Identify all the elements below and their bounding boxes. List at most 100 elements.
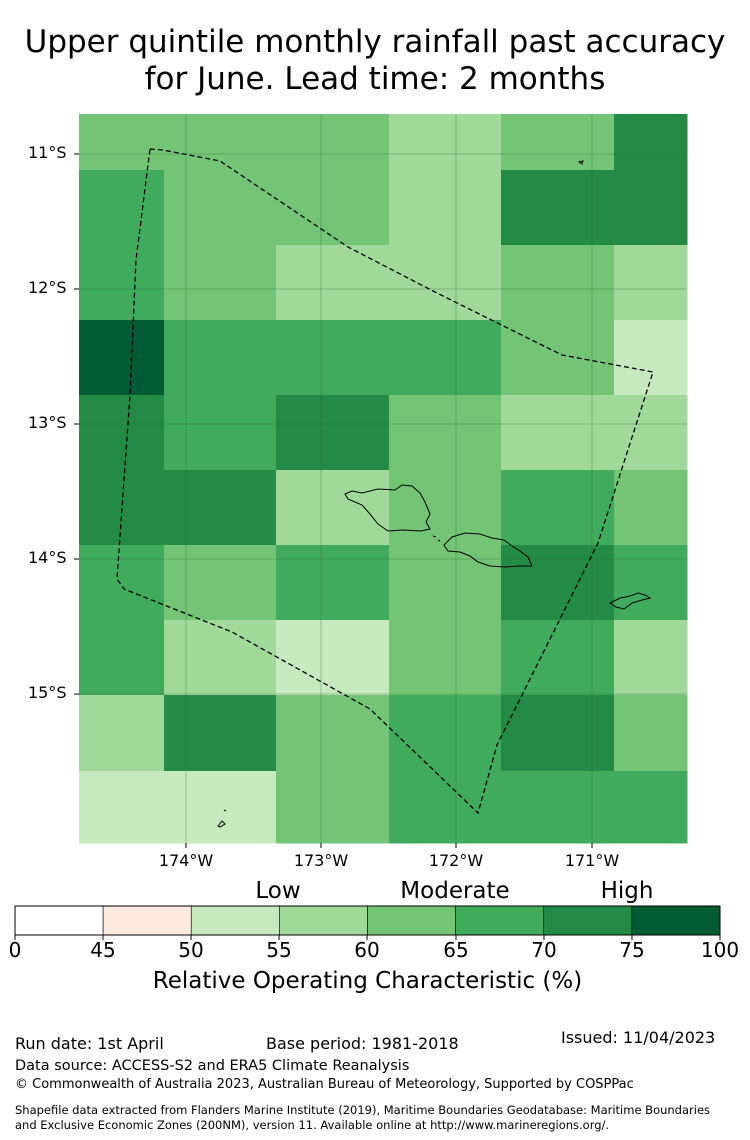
grid-cell — [389, 170, 502, 246]
grid-cell — [389, 695, 502, 772]
grid-cell — [501, 695, 615, 772]
grid-cell — [501, 771, 615, 844]
grid-cell — [614, 114, 688, 171]
run-date: Run date: 1st April — [15, 1034, 164, 1053]
category-moderate: Moderate — [400, 878, 510, 904]
colorbar-tick: 50 — [178, 938, 204, 962]
colorbar-tick: 75 — [619, 938, 645, 962]
grid-cell — [276, 695, 390, 772]
grid-cell — [501, 245, 615, 321]
grid-cell — [614, 170, 688, 246]
southern-islet — [217, 809, 227, 828]
grid-cell — [164, 114, 277, 171]
grid-cell — [276, 320, 390, 396]
lon-label-171w: 171°W — [564, 851, 620, 870]
colorbar-bin — [279, 905, 368, 936]
colorbar-bin — [543, 905, 633, 936]
grid-cell — [164, 545, 277, 621]
grid-cell — [79, 245, 165, 321]
colorbar-bin — [455, 905, 545, 936]
swains-islet — [577, 160, 584, 165]
rainfall-grid — [79, 114, 688, 844]
colorbar-tick: 70 — [531, 938, 557, 962]
grid-cell — [276, 245, 390, 321]
grid-cell — [79, 320, 165, 396]
grid-cell — [276, 545, 390, 621]
lat-label-14s: 14°S — [28, 548, 67, 567]
grid-cell — [164, 245, 277, 321]
lat-label-11s: 11°S — [28, 143, 67, 162]
grid-cell — [614, 470, 688, 546]
colorbar-tick: 0 — [8, 938, 22, 962]
grid-cell — [276, 114, 390, 171]
grid-cell — [389, 545, 502, 621]
grid-cell — [501, 170, 615, 246]
grid-cell — [276, 620, 390, 696]
colorbar-tick: 55 — [266, 938, 292, 962]
grid-cell — [164, 395, 277, 471]
lat-label-12s: 12°S — [28, 278, 67, 297]
grid-cell — [501, 620, 615, 696]
colorbar-bin — [102, 905, 192, 936]
grid-cell — [389, 620, 502, 696]
grid-cell — [501, 320, 615, 396]
grid-cell — [614, 395, 688, 471]
grid-cell — [79, 470, 165, 546]
tutuila-island — [609, 592, 652, 610]
upolu-island — [443, 532, 533, 568]
colorbar-bin — [367, 905, 456, 936]
grid-cell — [501, 395, 615, 471]
savaii-island — [344, 484, 431, 532]
grid-cell — [79, 395, 165, 471]
category-low: Low — [255, 878, 301, 904]
grid-cell — [389, 320, 502, 396]
grid-cell — [614, 320, 688, 396]
base-period: Base period: 1981-2018 — [266, 1034, 459, 1053]
colorbar-bin — [631, 905, 721, 936]
copyright: © Commonwealth of Australia 2023, Austra… — [15, 1077, 634, 1092]
lat-label-15s: 15°S — [28, 683, 67, 702]
grid-cell — [79, 771, 165, 844]
grid-cell — [276, 170, 390, 246]
grid-cell — [389, 395, 502, 471]
islands — [217, 160, 652, 828]
grid-cell — [79, 170, 165, 246]
grid-cell — [501, 470, 615, 546]
grid-cell — [164, 771, 277, 844]
lon-label-174w: 174°W — [158, 851, 214, 870]
category-high: High — [600, 878, 654, 904]
eez-boundary — [116, 148, 654, 815]
grid-cell — [614, 695, 688, 772]
colorbar-tick: 65 — [443, 938, 469, 962]
grid-cell — [501, 114, 615, 171]
grid-cell — [389, 470, 502, 546]
colorbar-tick: 60 — [354, 938, 380, 962]
grid-cell — [614, 771, 688, 844]
grid-cell — [614, 620, 688, 696]
lon-label-172w: 172°W — [428, 851, 484, 870]
data-source: Data source: ACCESS-S2 and ERA5 Climate … — [15, 1058, 410, 1074]
grid-cell — [164, 170, 277, 246]
grid-cell — [164, 620, 277, 696]
lat-label-13s: 13°S — [28, 413, 67, 432]
grid-cell — [389, 114, 502, 171]
grid-cell — [164, 470, 277, 546]
grid-cell — [79, 114, 165, 171]
chart-title-line-2: for June. Lead time: 2 months — [144, 61, 606, 97]
grid-cell — [501, 545, 615, 621]
manono-islet — [432, 535, 441, 542]
lon-label-173w: 173°W — [293, 851, 349, 870]
graticule — [79, 114, 687, 843]
grid-cell — [276, 470, 390, 546]
grid-cell — [79, 695, 165, 772]
chart-title-line-1: Upper quintile monthly rainfall past acc… — [24, 24, 726, 60]
grid-cell — [164, 320, 277, 396]
grid-cell — [614, 245, 688, 321]
colorbar-bin — [14, 905, 104, 936]
colorbar — [14, 905, 721, 936]
grid-cell — [389, 771, 502, 844]
colorbar-tick: 100 — [700, 938, 740, 962]
grid-cell — [389, 245, 502, 321]
grid-cell — [276, 771, 390, 844]
